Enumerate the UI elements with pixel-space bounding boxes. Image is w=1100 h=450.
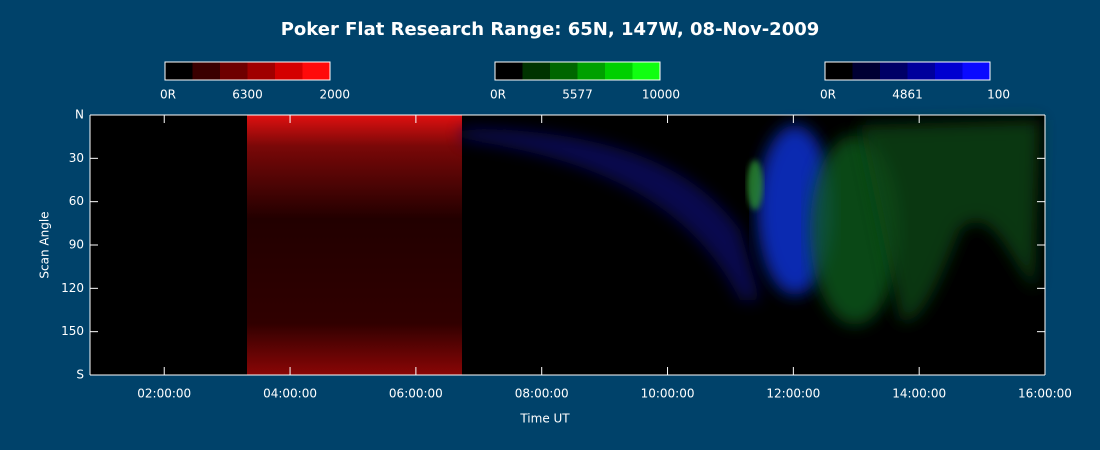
colorbar-segment xyxy=(247,62,275,80)
colorbar-min: 0R xyxy=(160,88,176,102)
colorbar-wavelength: 5577 xyxy=(562,88,593,102)
colorbar-segment xyxy=(495,62,523,80)
y-tick-label: 30 xyxy=(69,151,84,165)
colorbar-max: 10000 xyxy=(642,88,680,102)
colorbar-segment xyxy=(880,62,908,80)
colorbar-max: 2000 xyxy=(319,88,350,102)
green-emission xyxy=(860,120,1040,322)
colorbar-segment xyxy=(220,62,248,80)
red-emission xyxy=(247,115,462,375)
x-tick-label: 04:00:00 xyxy=(263,387,317,401)
x-tick-label: 14:00:00 xyxy=(892,387,946,401)
colorbar-segment xyxy=(550,62,578,80)
colorbar-segment xyxy=(907,62,935,80)
x-tick-label: 16:00:00 xyxy=(1018,387,1072,401)
colorbar-segment xyxy=(165,62,193,80)
colorbar-frame xyxy=(494,61,661,81)
y-tick-label: 60 xyxy=(69,194,84,208)
colorbar-frame xyxy=(164,61,331,81)
y-tick-label: 90 xyxy=(69,238,84,252)
chart-title: Poker Flat Research Range: 65N, 147W, 08… xyxy=(281,19,820,40)
colorbar-segment xyxy=(825,62,853,80)
green-streak xyxy=(747,160,763,210)
colorbar-segment xyxy=(962,62,990,80)
colorbar-segment xyxy=(605,62,633,80)
colorbar-wavelength: 6300 xyxy=(232,88,263,102)
x-tick-label: 02:00:00 xyxy=(137,387,191,401)
x-tick-label: 12:00:00 xyxy=(766,387,820,401)
x-tick-label: 10:00:00 xyxy=(641,387,695,401)
colorbar-min: 0R xyxy=(490,88,506,102)
colorbar-max: 100 xyxy=(987,88,1010,102)
x-tick-label: 06:00:00 xyxy=(389,387,443,401)
colorbar-frame xyxy=(824,61,991,81)
colorbar-segment xyxy=(935,62,963,80)
colorbar-min: 0R xyxy=(820,88,836,102)
plot-area xyxy=(90,115,1045,375)
y-tick-label: 150 xyxy=(61,324,84,338)
colorbar-segment xyxy=(522,62,550,80)
x-axis-label: Time UT xyxy=(519,412,570,426)
blue-arc xyxy=(462,128,760,300)
colorbar-segment xyxy=(852,62,880,80)
colorbar-segment xyxy=(275,62,303,80)
colorbar-segment xyxy=(632,62,660,80)
y-tick-label: N xyxy=(75,108,84,122)
colorbar-segment xyxy=(577,62,605,80)
colorbar-segment xyxy=(302,62,330,80)
x-tick-label: 08:00:00 xyxy=(515,387,569,401)
y-tick-label: S xyxy=(76,368,84,382)
colorbar-wavelength: 4861 xyxy=(892,88,923,102)
y-tick-label: 120 xyxy=(61,281,84,295)
colorbar-segment xyxy=(192,62,220,80)
y-axis-label: Scan Angle xyxy=(38,211,52,278)
